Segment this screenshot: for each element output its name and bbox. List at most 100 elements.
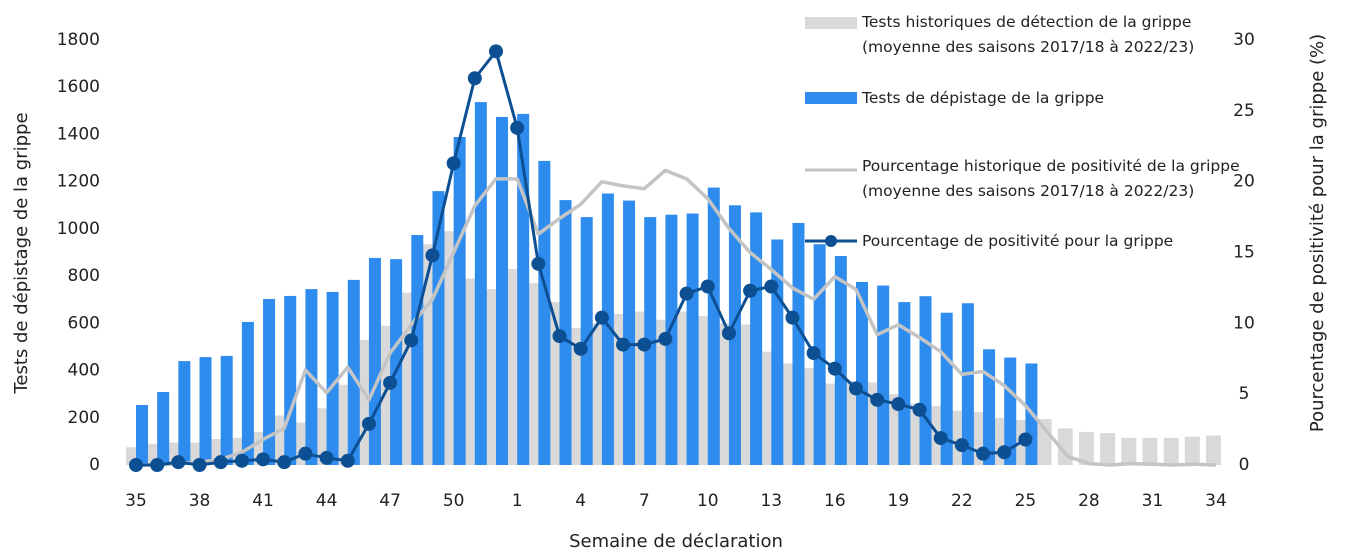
y-tick-label: 1200 [57, 172, 100, 192]
point [446, 156, 461, 171]
x-tick-label: 1 [512, 491, 523, 511]
y-axis-title: Tests de dépistage de la grippe [11, 112, 32, 394]
x-tick-label: 16 [824, 491, 846, 511]
bar [220, 355, 233, 465]
bar [601, 193, 614, 465]
bar [1100, 433, 1116, 465]
y2-axis-title: Pourcentage de positivité pour la grippe… [1307, 33, 1328, 433]
point [256, 452, 271, 467]
bar [1184, 436, 1200, 465]
point [404, 333, 419, 348]
bar [178, 361, 191, 465]
bar [453, 137, 466, 465]
bar [750, 212, 763, 465]
point [489, 44, 503, 59]
legend-label: Tests historiques de détection de la gri… [862, 13, 1195, 56]
x-tick-label: 50 [443, 491, 465, 511]
legend-label: Pourcentage de positivité pour la grippe [862, 232, 1174, 250]
point [849, 381, 863, 396]
point [510, 120, 525, 135]
bar [940, 312, 953, 465]
x-tick-label: 44 [316, 491, 338, 511]
x-tick-label: 38 [189, 491, 211, 511]
legend-label: Tests de dépistage de la grippe [862, 89, 1105, 107]
x-axis-title: Semaine de déclaration [569, 531, 783, 552]
y-tick-label: 1600 [57, 77, 100, 97]
y-tick-label: 600 [68, 313, 100, 333]
bar [961, 303, 974, 465]
bar [877, 285, 890, 465]
bar [496, 116, 508, 465]
y-tick-label: 1000 [57, 219, 100, 239]
point [891, 397, 906, 412]
y-tick-label: 0 [89, 455, 100, 475]
y2-tick-label: 20 [1233, 172, 1255, 192]
bar [157, 392, 170, 465]
y2-tick-label: 30 [1233, 30, 1255, 50]
y-tick-label: 200 [68, 408, 100, 428]
point [129, 458, 143, 472]
point [616, 337, 631, 352]
y2-tick-label: 10 [1233, 313, 1255, 333]
bar [263, 299, 276, 465]
point [912, 402, 927, 417]
bar [856, 282, 868, 465]
bar [898, 302, 911, 465]
point [976, 446, 991, 461]
x-tick-label: 28 [1078, 491, 1100, 511]
point [467, 71, 482, 86]
point [764, 279, 779, 294]
bar [284, 295, 297, 465]
x-tick-label: 47 [379, 491, 401, 511]
point [213, 455, 228, 470]
point [340, 453, 355, 468]
point [552, 329, 567, 344]
line [136, 168, 1217, 467]
x-tick-label: 41 [252, 491, 274, 511]
point [594, 310, 609, 325]
y2-tick-label: 15 [1233, 243, 1255, 263]
bar [136, 405, 148, 465]
legend-swatch [805, 17, 857, 29]
x-tick-label: 25 [1015, 491, 1037, 511]
bar [474, 102, 487, 465]
bar [368, 257, 381, 465]
bar [326, 291, 339, 465]
x-tick-label: 4 [575, 491, 586, 511]
y2-tick-label: 5 [1239, 384, 1250, 404]
point [361, 416, 376, 431]
point [700, 279, 715, 294]
bar [1163, 437, 1179, 465]
bar [538, 160, 551, 465]
x-tick-label: 22 [951, 491, 973, 511]
bar [390, 259, 403, 465]
point [743, 283, 758, 298]
bar [347, 279, 360, 465]
point [319, 450, 334, 465]
y-tick-label: 1400 [57, 124, 100, 144]
bar [686, 213, 699, 465]
point [721, 326, 736, 341]
y2-tick-label: 0 [1239, 455, 1250, 475]
bar [707, 187, 720, 465]
y2-tick-label: 25 [1233, 101, 1255, 121]
point [171, 455, 186, 470]
y-tick-label: 400 [68, 361, 100, 381]
legend-swatch [825, 235, 837, 247]
point [192, 458, 207, 472]
point [425, 248, 440, 263]
point [150, 458, 165, 472]
y-tick-label: 1800 [57, 30, 100, 50]
point [933, 431, 948, 446]
y-tick-label: 800 [68, 266, 100, 286]
point [637, 337, 652, 352]
point [785, 310, 800, 325]
bar [1121, 437, 1137, 465]
point [954, 438, 969, 453]
x-tick-label: 10 [697, 491, 719, 511]
bar [411, 235, 424, 465]
bar [919, 296, 932, 465]
point [870, 392, 885, 407]
x-tick-label: 19 [888, 491, 910, 511]
